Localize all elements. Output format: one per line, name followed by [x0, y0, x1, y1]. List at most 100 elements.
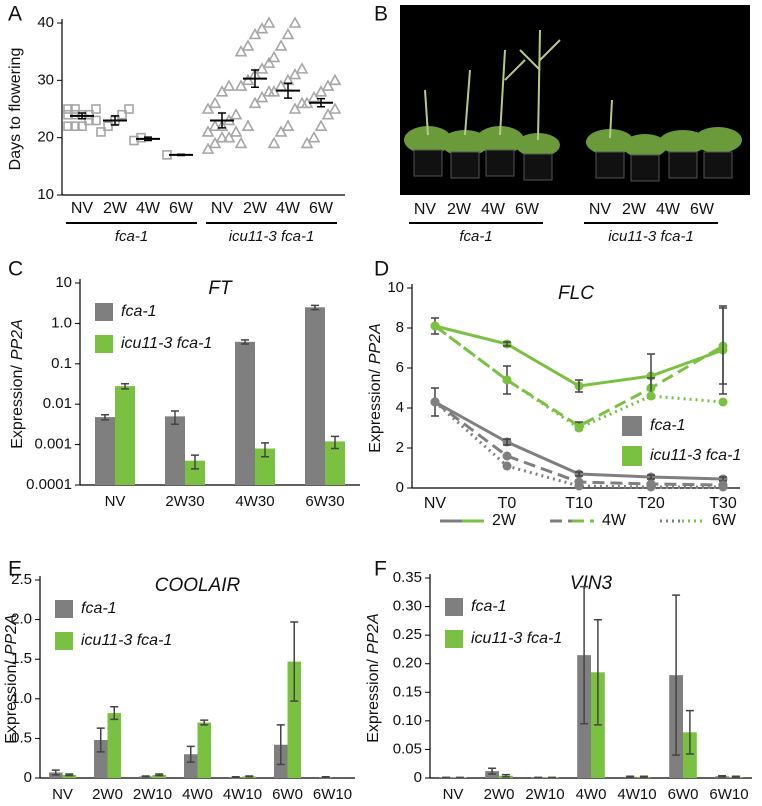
group-label: icu11-3 fca-1: [608, 228, 694, 245]
pot: [595, 151, 625, 179]
y-tick-label: 1.0: [51, 314, 72, 331]
y-axis-label-part: PP2A: [9, 319, 26, 360]
x-tick-label: 2W30: [165, 493, 204, 510]
y-tick-label: 0.05: [393, 740, 422, 757]
y-axis-label-part: Expression/: [3, 660, 20, 744]
y-tick-label: 4: [396, 399, 404, 416]
error-bar: [321, 776, 330, 779]
error-bar: [331, 435, 339, 450]
point: [321, 79, 335, 91]
point: [274, 39, 288, 51]
pot: [523, 153, 553, 181]
y-tick-label: 0: [396, 479, 404, 496]
stems: [424, 29, 613, 141]
legend-label: 2W: [492, 512, 517, 529]
legend-label: icu11-3 fca-1: [121, 335, 212, 352]
y-tick-label: 0.01: [43, 395, 72, 412]
bar: [287, 661, 301, 778]
bar: [255, 448, 275, 485]
legend-label: 4W: [602, 512, 627, 529]
stem: [519, 29, 561, 141]
chart-title: FLC: [558, 283, 594, 304]
plant: [516, 133, 560, 157]
point: [574, 481, 584, 491]
point: [328, 102, 342, 114]
point: [307, 90, 321, 103]
error-bar: [96, 727, 105, 753]
point: [241, 39, 255, 51]
point: [430, 397, 440, 407]
point: [646, 391, 656, 401]
x-tick-label: T0: [498, 495, 517, 512]
y-tick-label: 0: [414, 769, 422, 786]
y-tick-label: 0.001: [34, 436, 72, 453]
y-tick-label: 10: [387, 279, 404, 296]
y-tick-label: 0.20: [393, 655, 422, 672]
point: [215, 131, 229, 143]
point: [262, 16, 276, 28]
point: [248, 27, 262, 40]
y-tick-label: 40: [37, 14, 54, 31]
point: [234, 45, 248, 57]
point: [502, 375, 512, 385]
pots: [413, 149, 733, 182]
x-tick-label: NV: [589, 201, 612, 218]
y-tick-label: 0.0001: [26, 476, 72, 493]
point: [718, 482, 728, 492]
x-tick-label: NV: [211, 200, 234, 217]
x-tick-label: 4W0: [576, 786, 607, 803]
point: [201, 142, 215, 154]
panel-label: A: [8, 3, 22, 26]
x-tick-label: 6W10: [313, 786, 352, 803]
plant: [694, 127, 742, 153]
panel-label: D: [374, 258, 389, 281]
group-label: fca-1: [459, 228, 492, 245]
stem: [464, 69, 471, 136]
x-tick-label: 2W: [243, 200, 268, 217]
legend-swatch: [95, 335, 113, 353]
error-bar: [261, 442, 269, 458]
point: [281, 119, 295, 131]
legend-label: icu11-3 fca-1: [81, 632, 172, 649]
pot: [668, 151, 698, 179]
error-bar: [311, 304, 319, 311]
point: [295, 62, 309, 74]
error-bar: [672, 594, 681, 756]
legend-label: fca-1: [81, 600, 117, 617]
line: [434, 400, 724, 481]
error-bar: [503, 341, 511, 347]
legend-swatch: [445, 630, 463, 648]
point: [241, 73, 255, 86]
error-bar: [639, 775, 648, 779]
bar: [184, 754, 198, 778]
x-tick-label: 6W: [515, 201, 540, 218]
y-axis-label: Days to flowering: [7, 48, 24, 171]
point: [208, 96, 222, 109]
bar: [165, 416, 185, 485]
x-tick-label: 4W: [656, 201, 681, 218]
y-tick-label: 0.15: [393, 683, 422, 700]
error-bar: [317, 97, 325, 108]
point: [328, 73, 342, 86]
point: [288, 102, 302, 114]
x-tick-label: NV: [424, 495, 447, 512]
bar: [107, 713, 121, 778]
bar: [305, 307, 325, 485]
point: [288, 67, 302, 80]
error-bar: [141, 775, 150, 778]
x-tick-label: 6W: [309, 200, 334, 217]
stem: [424, 89, 429, 136]
bar: [325, 441, 345, 485]
point: [70, 121, 80, 131]
x-tick-label: 6W0: [272, 786, 303, 803]
error-bar: [111, 115, 119, 126]
error-bar: [503, 438, 511, 446]
chart-title: VIN3: [570, 573, 613, 594]
error-bar: [647, 474, 655, 480]
point: [255, 22, 269, 34]
point: [307, 131, 321, 143]
x-tick-label: 4W10: [223, 786, 262, 803]
point: [262, 56, 276, 68]
point: [502, 461, 512, 471]
y-axis-label-part: PP2A: [367, 323, 384, 364]
